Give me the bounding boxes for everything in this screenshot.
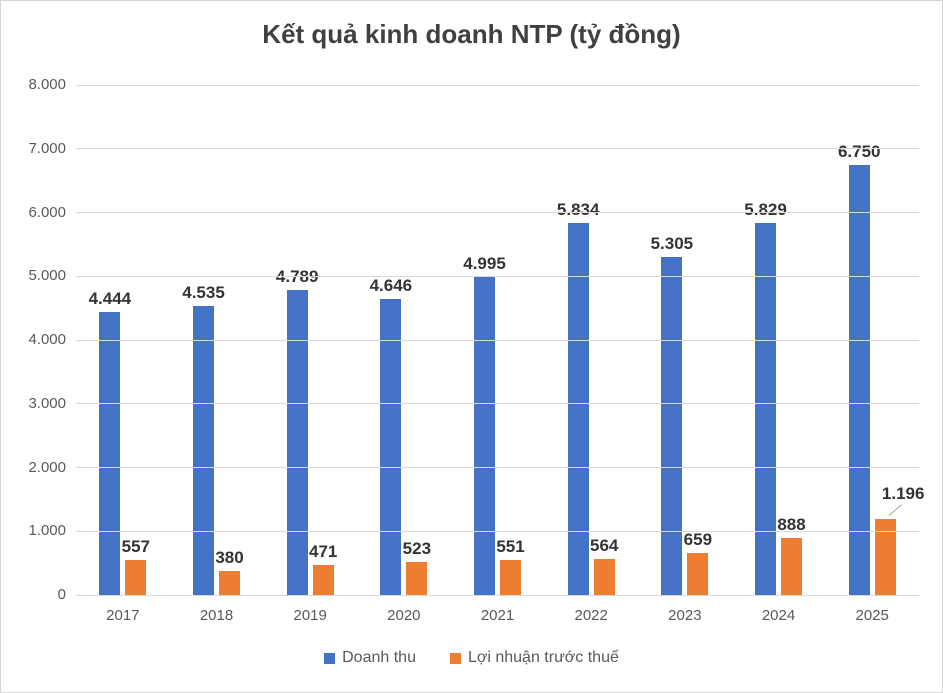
x-tick-label-2023: 2023: [668, 607, 702, 624]
legend-item-revenue: Doanh thu: [324, 649, 416, 667]
y-tick-label: 5.000: [28, 267, 66, 285]
profit-data-label-2024: 888: [777, 515, 806, 535]
revenue-bar-2018: [193, 305, 214, 595]
revenue-bar-2019: [286, 289, 308, 595]
profit-data-label-2021: 551: [496, 536, 525, 556]
profit-bar-2024: [781, 538, 803, 595]
profit-bar-2018: [219, 570, 240, 595]
bar-group-2019: 4.789 471: [263, 85, 357, 595]
profit-data-label-2019: 471: [308, 541, 338, 561]
revenue-bar-2021: [474, 276, 496, 595]
revenue-data-label-2020: 4.646: [369, 275, 413, 295]
bar-group-2018: 4.535 380: [170, 85, 264, 595]
y-tick-label: 2.000: [28, 458, 66, 476]
x-tick-label-2022: 2022: [574, 607, 608, 624]
revenue-data-label-2018: 4.535: [182, 282, 225, 302]
profit-bar-2019: [312, 564, 334, 595]
profit-data-label-2018: 380: [215, 547, 244, 567]
revenue-bar-2022: [567, 223, 589, 595]
x-tick-label-2024: 2024: [761, 607, 796, 624]
x-tick-label-2018: 2018: [199, 607, 234, 624]
x-tick-label-2025: 2025: [855, 607, 889, 624]
gridline-1.000: [76, 530, 919, 532]
y-tick-label: 8.000: [28, 76, 66, 93]
y-tick-label: 4.000: [28, 331, 66, 348]
revenue-bar-2025: [848, 164, 870, 595]
bar-group-2025: 6.750 1.196: [825, 85, 924, 595]
x-tick-label-2021: 2021: [480, 607, 515, 624]
revenue-data-label-2017: 4.444: [88, 288, 132, 308]
revenue-data-label-2022: 5.834: [556, 200, 600, 220]
gridline-8.000: [76, 84, 919, 86]
revenue-data-label-2023: 5.305: [650, 233, 694, 253]
revenue-data-label-2021: 4.995: [463, 253, 506, 273]
revenue-data-label-2024: 5.829: [744, 200, 787, 220]
gridline-3.000: [76, 403, 919, 405]
gridline-7.000: [76, 148, 919, 150]
profit-data-label-2020: 523: [402, 538, 432, 558]
y-tick-label: 0: [57, 586, 66, 603]
revenue-bar-2017: [99, 311, 121, 595]
y-tick-label: 3.000: [28, 394, 66, 412]
bar-group-2023: 5.305 659: [638, 85, 732, 595]
bar-group-2021: 4.995 551: [451, 85, 545, 595]
plot-area: 4.444 557 4.535 380 4.789 471 4.646 523 4.995 551…: [76, 84, 924, 596]
y-tick-label: 1.000: [28, 522, 66, 540]
legend-label: Lợi nhuận trước thuế: [467, 649, 619, 666]
chart-title: Kết quả kinh doanh NTP (tỷ đồng): [262, 19, 681, 49]
gridline-4.000: [76, 339, 919, 341]
x-tick-label-2020: 2020: [387, 607, 421, 624]
revenue-data-label-2025: 6.750: [837, 141, 881, 161]
revenue-legend-swatch-icon: [324, 652, 336, 664]
profit-data-label-2017: 557: [121, 536, 151, 556]
profit-bar-2023: [687, 553, 709, 595]
gridline-5.000: [76, 275, 919, 277]
revenue-bar-2020: [380, 298, 402, 595]
bar-group-2020: 4.646 523: [357, 85, 451, 595]
bar-group-2024: 5.829 888: [732, 85, 826, 595]
gridline-6.000: [76, 212, 919, 213]
profit-data-label-2025: 1.196: [881, 483, 925, 503]
bar-group-2017: 4.444 557: [76, 85, 170, 595]
legend: Doanh thu Lợi nhuận trước thuế: [1, 649, 942, 667]
bar-group-2022: 5.834 564: [544, 85, 638, 595]
profit-bar-2025: [874, 518, 896, 595]
profit-data-label-2023: 659: [683, 530, 713, 549]
profit-bar-2020: [406, 561, 428, 595]
revenue-bar-2024: [755, 223, 777, 595]
x-tick-label-2017: 2017: [106, 607, 140, 624]
profit-bar-2021: [500, 559, 522, 595]
legend-item-profit: Lợi nhuận trước thuế: [449, 649, 619, 667]
label-leader-line: [888, 504, 903, 516]
legend-label: Doanh thu: [342, 649, 416, 666]
x-axis: 2017 2018 2019 2020 2021 2022 2023 2024 2025: [76, 607, 919, 624]
bar-groups-row: 4.444 557 4.535 380 4.789 471 4.646 523 4.995 551…: [76, 85, 924, 595]
profit-legend-swatch-icon: [449, 652, 461, 664]
profit-data-label-2022: 564: [590, 536, 619, 556]
y-tick-label: 6.000: [28, 203, 66, 221]
y-tick-label: 7.000: [28, 139, 66, 157]
revenue-bar-2023: [661, 256, 683, 595]
gridline-0: [76, 594, 919, 596]
profit-bar-2017: [125, 559, 147, 595]
gridline-2.000: [76, 467, 919, 468]
profit-bar-2022: [593, 559, 615, 595]
x-tick-label-2019: 2019: [293, 607, 327, 624]
